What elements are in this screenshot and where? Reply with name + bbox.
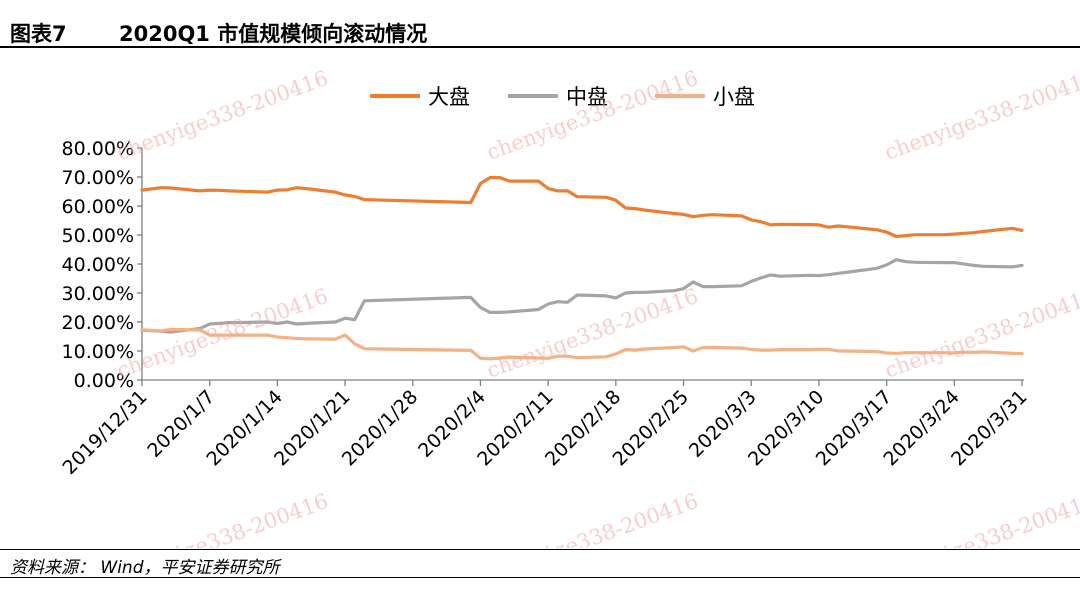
watermark-text: chenyige338-200416	[882, 66, 1080, 165]
y-tick-label: 20.00%	[62, 312, 134, 334]
series-line-small	[140, 327, 1024, 361]
watermark-text: chenyige338-200416	[114, 284, 332, 383]
legend-label: 中盘	[566, 85, 608, 109]
watermark-text: chenyige338-200416	[484, 284, 702, 383]
y-axis: 0.00% 10.00% 20.00% 30.00% 40.00% 50.00% 60.00…	[62, 138, 143, 392]
series-line-large	[140, 176, 1024, 239]
series-layer	[140, 176, 1024, 361]
watermark-text: chenyige338-200416	[882, 284, 1080, 383]
header-rule	[0, 46, 1080, 48]
footer-rule-bottom	[0, 577, 1080, 578]
watermark-text: chenyige338-200416	[882, 489, 1080, 548]
legend-item-small: 小盘	[655, 85, 755, 109]
watermark-text: chenyige338-200416	[114, 66, 332, 165]
y-tick-label: 70.00%	[62, 167, 134, 189]
y-tick-label: 0.00%	[74, 370, 134, 392]
footer-rule-top	[0, 549, 1080, 550]
watermark-text: chenyige338-200416	[484, 66, 702, 165]
source-note: 资料来源： Wind，平安证券研究所	[10, 558, 280, 578]
y-tick-label: 30.00%	[62, 283, 134, 305]
x-axis: 2019/12/312020/1/72020/1/142020/1/212020…	[59, 379, 1032, 479]
line-chart: 大盘 中盘 小盘 0.00% 10.00% 20.00% 30.00% 40.00% 50.0…	[59, 66, 1080, 548]
legend-item-large: 大盘	[370, 85, 470, 109]
legend-label: 小盘	[713, 85, 755, 109]
y-tick-label: 80.00%	[62, 138, 134, 160]
x-tick-label: 2019/12/31	[59, 386, 152, 479]
figure-label: 图表7	[10, 22, 67, 46]
watermark-text: chenyige338-200416	[114, 489, 332, 548]
legend-label: 大盘	[428, 85, 470, 109]
figure-title: 2020Q1 市值规模倾向滚动情况	[119, 22, 428, 46]
y-tick-label: 40.00%	[62, 254, 134, 276]
y-tick-label: 10.00%	[62, 341, 134, 363]
legend-item-mid: 中盘	[508, 85, 608, 109]
figure-header: 图表7 2020Q1 市值规模倾向滚动情况	[0, 0, 1080, 48]
y-tick-label: 50.00%	[62, 225, 134, 247]
legend: 大盘 中盘 小盘	[370, 85, 755, 109]
watermark-text: chenyige338-200416	[484, 489, 702, 548]
y-tick-label: 60.00%	[62, 196, 134, 218]
watermark-layer: chenyige338-200416 chenyige338-200416 chen…	[114, 66, 1080, 548]
series-line-mid	[140, 258, 1024, 334]
